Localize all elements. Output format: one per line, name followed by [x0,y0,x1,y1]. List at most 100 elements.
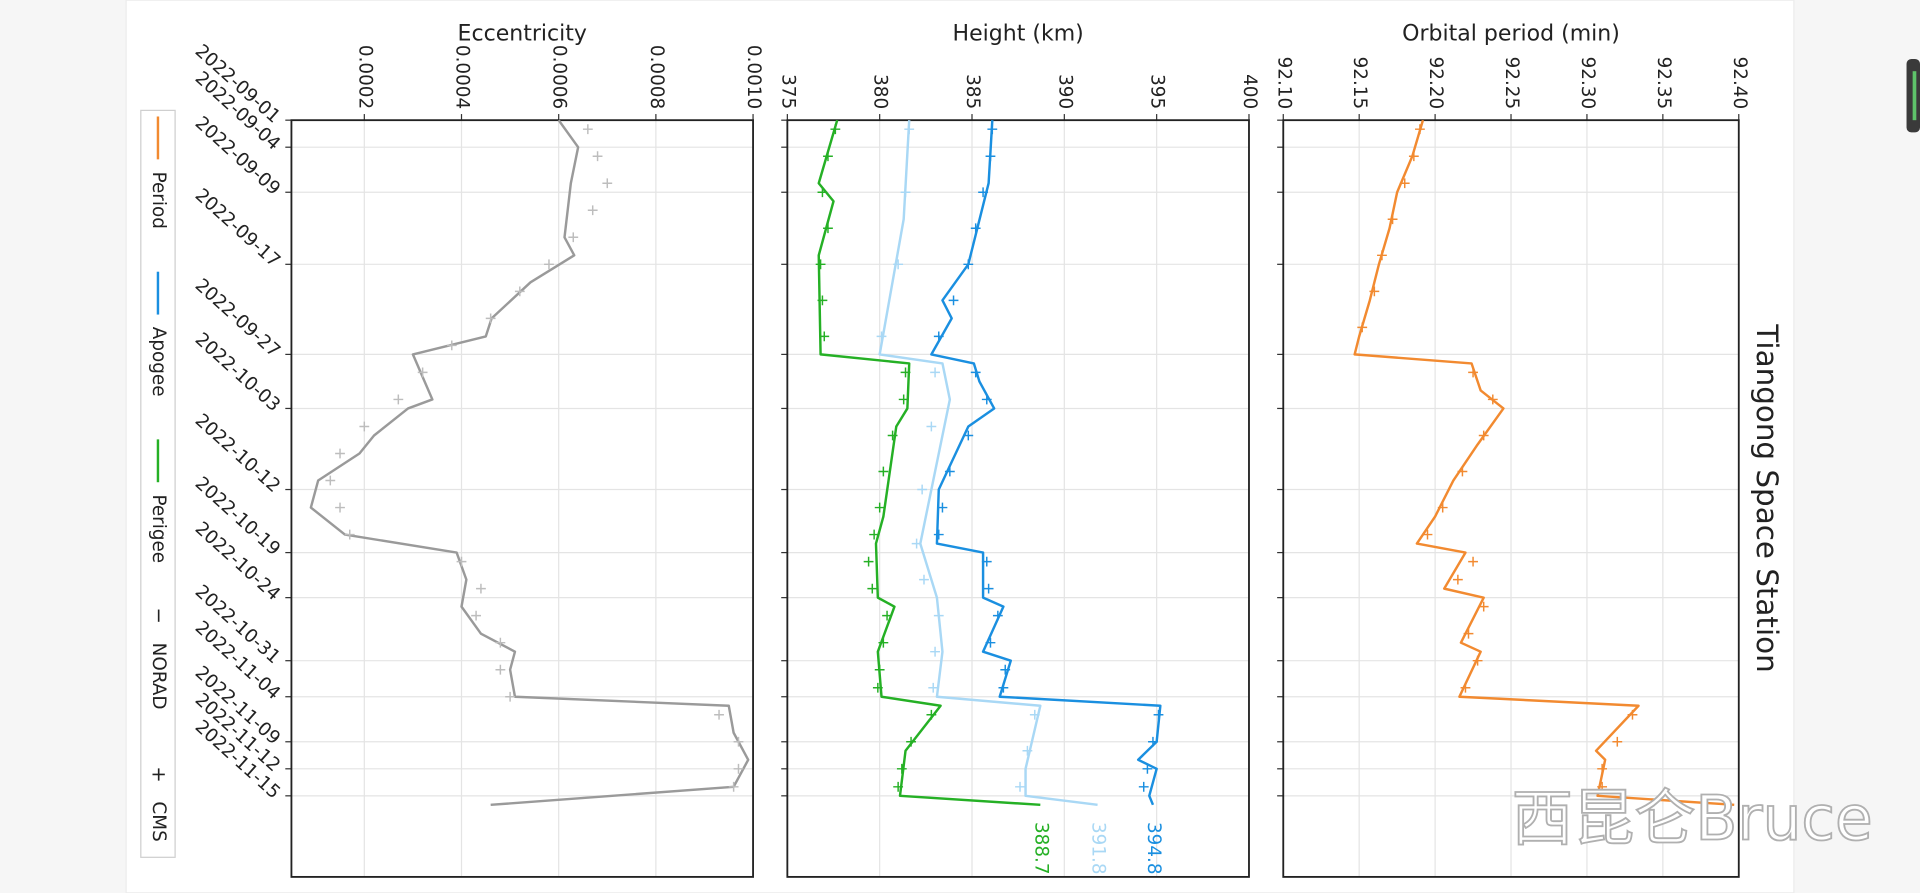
cms-marker [602,178,613,189]
legend-box [140,109,176,858]
y-tick-label: 92.10 [1273,57,1294,110]
cms-marker [476,583,486,594]
cms-marker [985,151,996,162]
cms-marker [335,502,345,513]
cms-marker [900,367,911,378]
y-tick-label: 92.35 [1653,57,1674,110]
y-tick-label: 380 [870,74,891,109]
cms-marker [878,637,889,648]
cms-marker [1597,763,1608,774]
y-tick-label: 92.20 [1425,57,1446,110]
cms-marker [893,781,904,792]
cms-marker [983,583,994,594]
side-gadget-light [1912,71,1917,121]
cms-marker [823,151,833,162]
y-axis-title: Eccentricity [458,21,587,46]
cms-marker [933,529,944,540]
cms-marker [714,709,724,720]
cms-marker [987,124,998,135]
y-tick-label: 92.30 [1577,57,1598,110]
norad-line [817,119,1041,807]
cms-marker [874,502,885,513]
cms-marker [817,295,828,306]
legend-label: CMS [148,801,169,841]
cms-marker [1387,214,1398,225]
y-tick-label: 92.25 [1501,57,1522,110]
cms-marker [1597,781,1608,792]
cms-marker [1612,736,1623,747]
cms-marker [1452,574,1463,585]
legend-symbol: − [147,608,170,624]
cms-marker [1422,529,1433,540]
cms-marker [582,124,593,135]
cms-marker [985,637,996,648]
cms-marker [1415,124,1425,135]
norad-line [309,119,750,807]
cms-marker [981,556,992,567]
cms-marker [359,421,370,432]
cms-marker [1468,556,1478,567]
y-tick-label: 0.0008 [646,45,667,109]
cms-marker [587,205,598,216]
cms-marker [900,187,911,198]
cms-marker [876,331,887,342]
cms-marker [505,691,515,702]
cms-marker [933,610,944,621]
cms-marker [911,538,922,549]
cms-marker [872,682,883,693]
cms-marker [926,421,937,432]
cms-marker [981,394,992,405]
cms-marker [882,610,892,621]
cms-marker [1022,745,1033,756]
cms-marker [919,574,929,585]
cms-marker [514,286,525,297]
cms-marker [1148,736,1158,747]
cms-marker [1468,367,1478,378]
cms-marker [948,295,959,306]
cms-marker [874,664,885,675]
cms-marker [733,736,744,747]
cms-marker [970,223,981,234]
cms-marker [992,610,1003,621]
cms-marker [830,124,841,135]
legend-label: Apogee [148,327,169,397]
cms-marker [823,223,833,234]
y-tick-label: 395 [1147,74,1168,109]
cms-marker [1460,682,1471,693]
cms-marker [1478,601,1489,612]
cms-marker [728,781,739,792]
cms-marker [898,394,909,405]
y-tick-label: 0.0004 [452,45,473,109]
cms-marker [970,367,981,378]
end-label: 394.8 [1143,822,1164,875]
cms-marker [904,124,915,135]
y-tick-label: 0.0010 [743,45,764,109]
cms-marker [896,763,907,774]
cms-marker [1015,781,1025,792]
cms-marker [592,151,603,162]
cms-marker [978,187,988,198]
cms-marker [1478,430,1489,441]
cms-marker [869,529,880,540]
cms-marker [485,313,496,324]
cms-marker [1463,628,1474,639]
legend-symbol: + [147,766,170,782]
cms-marker [1457,466,1468,477]
y-tick-label: 92.15 [1349,57,1370,110]
cms-marker [1487,394,1498,405]
chart-title: Tiangong Space Station [1750,323,1784,672]
y-tick-label: 375 [777,74,798,109]
cms-marker [944,466,955,477]
cms-marker [819,331,830,342]
cms-marker [1000,664,1011,675]
cms-marker [933,331,944,342]
panel-frame [786,119,1250,878]
cms-marker [998,682,1009,693]
y-axis-title: Height (km) [953,21,1084,46]
cms-marker [1627,709,1638,720]
cms-marker [344,529,355,540]
watermark: 西昆仑Bruce [1512,784,1873,855]
cms-marker [1029,709,1040,720]
cms-marker [733,763,744,774]
cms-marker [906,736,916,747]
